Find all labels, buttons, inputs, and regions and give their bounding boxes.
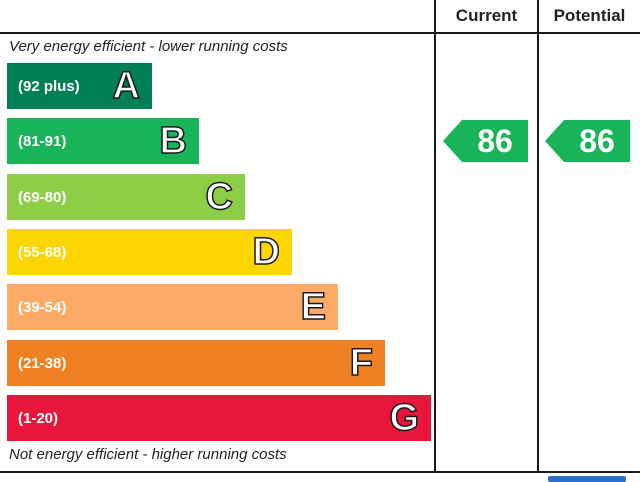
- current-rating-arrow: [443, 120, 528, 162]
- band-letter: F: [349, 342, 374, 384]
- band-range-label: (81-91): [18, 132, 67, 150]
- band-letter: G: [389, 397, 420, 439]
- band-letter: A: [112, 65, 141, 107]
- current-rating-shape: [443, 120, 528, 162]
- band-letter: E: [300, 286, 327, 328]
- potential-rating-shape: [545, 120, 630, 162]
- band-e: (39-54) E: [7, 284, 338, 330]
- band-letter: C: [205, 176, 234, 218]
- header-divider: [0, 32, 640, 34]
- band-d: (55-68) D: [7, 229, 292, 275]
- band-range-label: (1-20): [18, 409, 59, 427]
- band-range-label: (69-80): [18, 188, 67, 206]
- potential-rating-arrow: [545, 120, 630, 162]
- potential-rating-value: 86: [579, 122, 615, 159]
- band-g: (1-20) G: [7, 395, 431, 441]
- bottom-divider: [0, 471, 640, 473]
- band-f: (21-38) F: [7, 340, 385, 386]
- divider-middle: [537, 0, 539, 472]
- band-range-label: (21-38): [18, 354, 67, 372]
- potential-column-header: Potential: [553, 6, 626, 25]
- bottom-note: Not energy efficient - higher running co…: [9, 446, 287, 463]
- current-rating-value: 86: [477, 122, 513, 159]
- footer-accent: [548, 476, 626, 482]
- divider-left: [434, 0, 436, 472]
- band-range-label: (55-68): [18, 243, 67, 261]
- band-a: (92 plus) A: [7, 63, 152, 109]
- band-range-label: (39-54): [18, 298, 67, 316]
- band-range-label: (92 plus): [18, 77, 80, 95]
- band-letter: D: [252, 231, 281, 273]
- band-c: (69-80) C: [7, 174, 245, 220]
- current-column-header: Current: [455, 6, 518, 25]
- top-note: Very energy efficient - lower running co…: [9, 38, 288, 55]
- band-b: (81-91) B: [7, 118, 199, 164]
- band-letter: B: [159, 120, 188, 162]
